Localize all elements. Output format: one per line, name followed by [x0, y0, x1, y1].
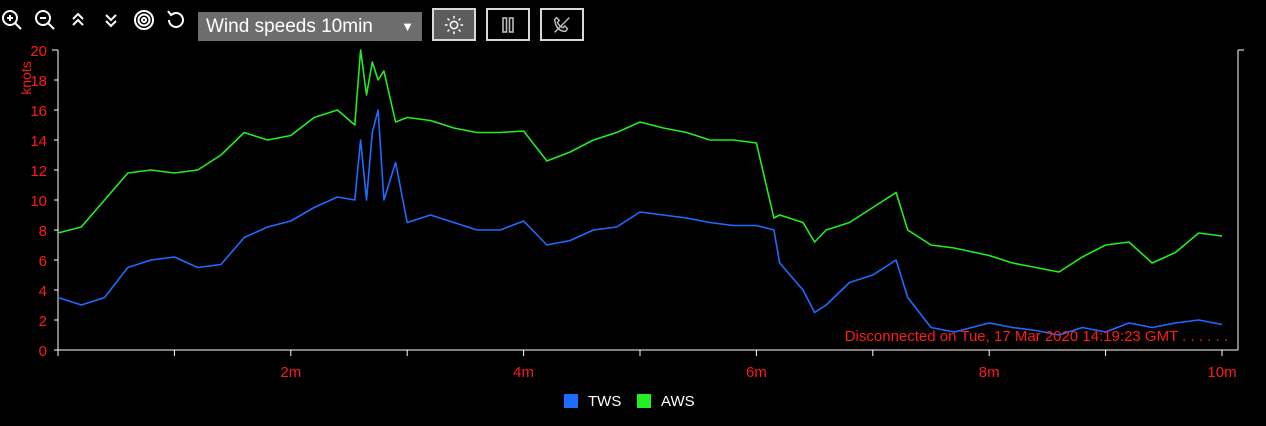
- y-tick-label-6: 6: [39, 253, 47, 270]
- series-line-tws: [57, 109, 1223, 336]
- chevron-down-icon: ▼: [401, 19, 414, 34]
- y-tick-label-4: 4: [39, 283, 47, 300]
- x-tick-label-8m: 8m: [979, 364, 1000, 381]
- y-tick-label-14: 14: [30, 133, 47, 150]
- connection-status-text: Disconnected on Tue, 17 Mar 2020 14:19:2…: [845, 328, 1228, 345]
- theme-button[interactable]: [432, 8, 476, 41]
- pause-button[interactable]: [486, 8, 530, 41]
- chart-select-value: Wind speeds 10min: [206, 16, 373, 37]
- series-line-aws: [57, 49, 1223, 273]
- zoom-out-icon[interactable]: [33, 8, 57, 32]
- y-tick-label-10: 10: [30, 193, 47, 210]
- y-tick-label-2: 2: [39, 313, 47, 330]
- pause-icon: [502, 16, 514, 33]
- y-tick-label-20: 20: [30, 43, 47, 60]
- connection-button[interactable]: [540, 8, 584, 41]
- zoom-in-icon[interactable]: [0, 8, 24, 32]
- y-tick-label-8: 8: [39, 223, 47, 240]
- chevrons-down-icon[interactable]: [99, 8, 123, 32]
- legend-swatch-aws: [637, 394, 651, 408]
- x-tick-label-4m: 4m: [513, 364, 534, 381]
- y-axis-title: knots: [18, 61, 34, 94]
- reset-icon[interactable]: [164, 8, 188, 32]
- target-icon[interactable]: [132, 8, 156, 32]
- legend-swatch-tws: [564, 394, 578, 408]
- legend-label-aws: AWS: [661, 393, 695, 410]
- toolbar: Wind speeds 10min ▼: [0, 0, 1266, 46]
- sun-icon: [444, 15, 464, 34]
- x-tick-label-6m: 6m: [746, 364, 767, 381]
- y-tick-label-18: 18: [30, 73, 47, 90]
- legend-item-aws[interactable]: AWS: [637, 393, 695, 410]
- y-tick-label-12: 12: [30, 163, 47, 180]
- disconnected-phone-icon: [553, 16, 570, 33]
- chevrons-up-icon[interactable]: [66, 8, 90, 32]
- y-tick-label-0: 0: [39, 343, 47, 360]
- x-tick-label-2m: 2m: [280, 364, 301, 381]
- legend-label-tws: TWS: [588, 393, 622, 410]
- y-tick-label-16: 16: [30, 103, 47, 120]
- legend-item-tws[interactable]: TWS: [564, 393, 621, 410]
- chart-select[interactable]: Wind speeds 10min ▼: [198, 12, 422, 41]
- x-tick-label-10m: 10m: [1207, 364, 1236, 381]
